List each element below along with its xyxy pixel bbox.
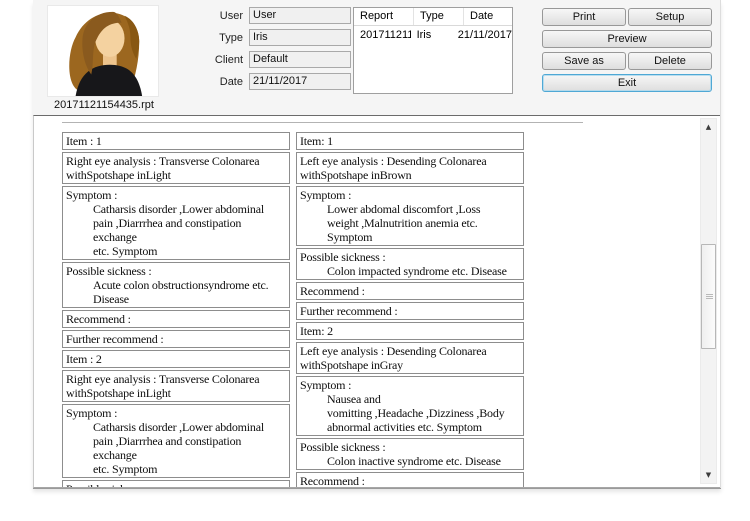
report-box-head: Recommend : — [66, 312, 131, 326]
report-box: Symptom : Catharsis disorder ,Lower abdo… — [62, 186, 290, 260]
report-list-header: Report Type Date — [354, 8, 512, 26]
report-box-body: Catharsis disorder ,Lower abdominal pain… — [93, 420, 264, 476]
report-filename: 20171121154435.rpt — [54, 99, 154, 111]
delete-button[interactable]: Delete — [628, 52, 712, 70]
report-box-body: Catharsis disorder ,Lower abdominal pain… — [93, 202, 264, 258]
woman-avatar-image — [48, 6, 158, 96]
report-box: Right eye analysis : Transverse Colonare… — [62, 152, 290, 184]
report-viewer: Item : 1 Right eye analysis : Transverse… — [33, 115, 720, 488]
report-column-left: Item : 1 Right eye analysis : Transverse… — [62, 132, 290, 487]
report-box: Left eye analysis : Desending Colonarea … — [296, 342, 524, 374]
preview-button[interactable]: Preview — [542, 30, 712, 48]
report-box-head: Left eye analysis : Desending Colonarea … — [300, 154, 487, 182]
report-box-head: Left eye analysis : Desending Colonarea … — [300, 344, 487, 372]
report-box-body: Colon inactive syndrome etc. Disease — [327, 454, 501, 468]
report-box-head: Possible sickness : — [66, 482, 286, 487]
report-box: Left eye analysis : Desending Colonarea … — [296, 152, 524, 184]
scroll-up-arrow-icon: ▲ — [705, 122, 712, 131]
field-row: User User — [143, 7, 351, 24]
vertical-scrollbar[interactable]: ▲ ▼ — [700, 118, 717, 484]
field-input[interactable]: Iris — [249, 29, 351, 46]
report-box-head: Further recommend : — [300, 304, 398, 318]
report-box-head: Possible sickness : — [300, 250, 386, 264]
report-box-head: Recommend : — [300, 284, 365, 298]
report-box-head: Right eye analysis : Transverse Colonare… — [66, 372, 260, 400]
setup-button[interactable]: Setup — [628, 8, 712, 26]
button-panel: Print Setup Preview Save as Delete Exit — [542, 8, 712, 94]
report-box: Possible sickness : Colon inactive syndr… — [296, 438, 524, 470]
report-cell-date: 21/11/2017 — [457, 29, 512, 41]
field-input[interactable]: Default — [249, 51, 351, 68]
field-label: Date — [219, 75, 243, 88]
report-box: Recommend : — [296, 282, 524, 300]
report-box: Item : 1 — [62, 132, 290, 150]
report-box-head: Item: 2 — [300, 324, 333, 338]
report-box-body: Acute colon obstructionsyndrome etc. Dis… — [93, 278, 269, 306]
report-list-column-header[interactable]: Type — [414, 8, 464, 25]
report-box: Possible sickness : Acute colon obstruct… — [62, 480, 290, 487]
report-column-right: Item: 1 Left eye analysis : Desending Co… — [296, 132, 524, 488]
report-box-head: Item: 1 — [300, 134, 333, 148]
field-row: Date 21/11/2017 — [143, 73, 351, 90]
report-box: Symptom : Nausea and vomitting ,Headache… — [296, 376, 524, 436]
report-box: Right eye analysis : Transverse Colonare… — [62, 370, 290, 402]
scrollbar-grip-icon — [706, 293, 713, 300]
field-label: Type — [219, 31, 243, 44]
report-box-head: Possible sickness : — [66, 264, 152, 278]
scroll-up-button[interactable]: ▲ — [701, 119, 716, 135]
exit-button[interactable]: Exit — [542, 74, 712, 92]
report-box-head: Symptom : — [300, 188, 352, 202]
report-box-head: Possible sickness : — [300, 440, 386, 454]
report-box-head: Symptom : — [66, 188, 118, 202]
report-cell-name: 201711211... — [360, 29, 411, 41]
report-cell-type: Iris — [416, 29, 432, 41]
field-label: User — [219, 9, 243, 22]
report-box-body: Colon impacted syndrome etc. Disease — [327, 264, 507, 278]
save-as-button[interactable]: Save as — [542, 52, 626, 70]
scroll-down-button[interactable]: ▼ — [701, 467, 716, 483]
field-input[interactable]: 21/11/2017 — [249, 73, 351, 90]
report-box: Symptom : Lower abdomal discomfort ,Loss… — [296, 186, 524, 246]
report-box: Item: 1 — [296, 132, 524, 150]
report-box-head: Symptom : — [66, 406, 118, 420]
report-box-head: Further recommend : — [66, 332, 164, 346]
report-box: Recommend : — [296, 472, 524, 488]
report-box-head: Symptom : — [300, 378, 352, 392]
report-window: 20171121154435.rpt User User Type Iris C… — [33, 0, 721, 488]
report-page-top-line — [62, 122, 583, 123]
field-input[interactable]: User — [249, 7, 351, 24]
report-box: Symptom : Catharsis disorder ,Lower abdo… — [62, 404, 290, 478]
report-box: Further recommend : — [62, 330, 290, 348]
report-box: Item: 2 — [296, 322, 524, 340]
report-box-head: Item : 2 — [66, 352, 102, 366]
report-box: Further recommend : — [296, 302, 524, 320]
field-row: Type Iris — [143, 29, 351, 46]
report-box: Item : 2 — [62, 350, 290, 368]
report-box-head: Recommend : — [300, 474, 365, 488]
print-button[interactable]: Print — [542, 8, 626, 26]
user-photo — [47, 5, 159, 97]
report-box-body: Lower abdomal discomfort ,Loss weight ,M… — [327, 202, 481, 244]
report-list-column-header[interactable]: Date — [470, 10, 494, 22]
report-box: Possible sickness : Acute colon obstruct… — [62, 262, 290, 308]
field-label: Client — [214, 53, 243, 66]
report-box: Possible sickness : Colon impacted syndr… — [296, 248, 524, 280]
report-info-fields: User User Type Iris Client Default Date … — [143, 7, 351, 95]
report-list-column-header[interactable]: Report — [354, 8, 414, 25]
field-row: Client Default — [143, 51, 351, 68]
report-list-row[interactable]: 201711211... Iris 21/11/2017 — [354, 26, 512, 44]
report-box: Recommend : — [62, 310, 290, 328]
scrollbar-thumb[interactable] — [701, 244, 716, 349]
report-box-body: Nausea and vomitting ,Headache ,Dizzines… — [327, 392, 505, 434]
report-box-head: Right eye analysis : Transverse Colonare… — [66, 154, 260, 182]
report-box-head: Item : 1 — [66, 134, 102, 148]
scroll-down-arrow-icon: ▼ — [705, 470, 712, 479]
